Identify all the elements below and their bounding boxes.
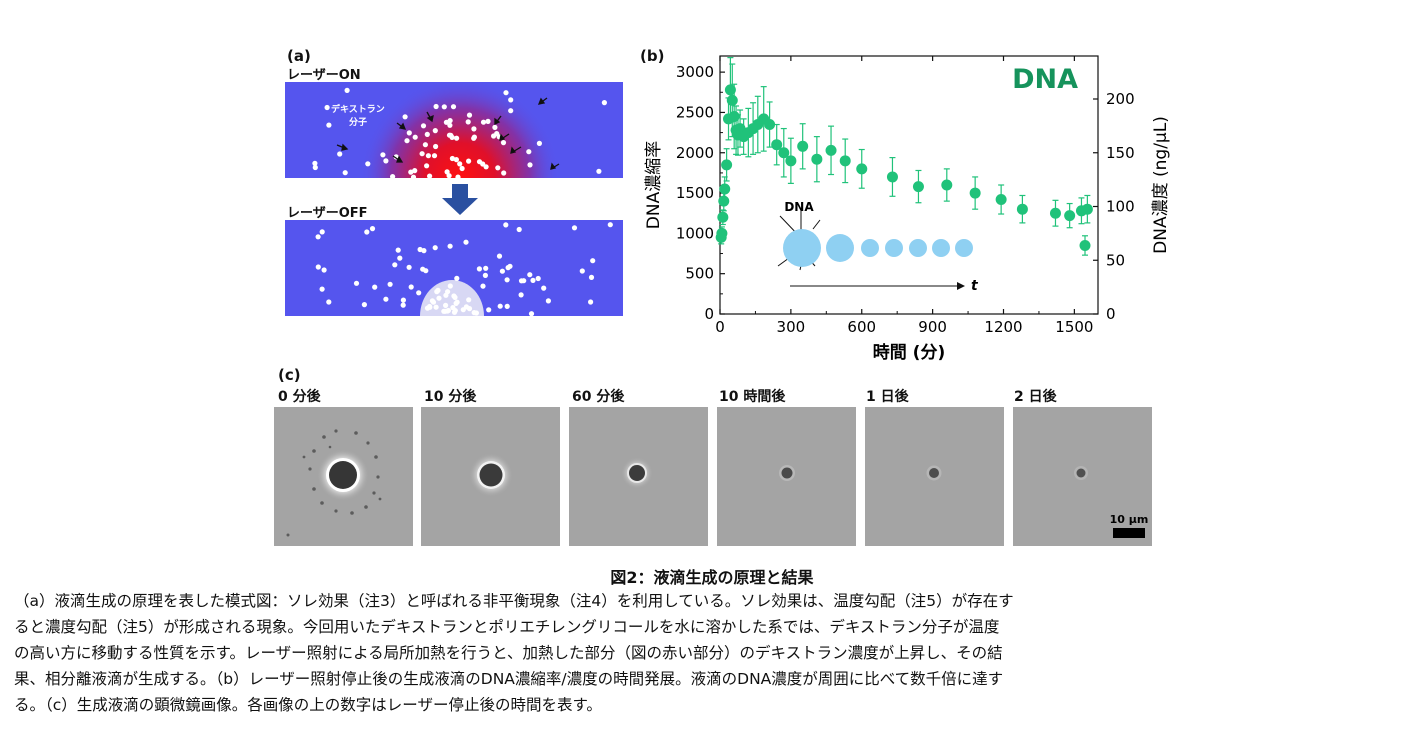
- caption-line: ると濃度勾配（注5）が形成される現象。今回用いたデキストランとポリエチレングリコ…: [14, 618, 1000, 636]
- x-tick-label: 900: [918, 318, 947, 336]
- data-point: [717, 211, 729, 223]
- micrograph-3: [717, 407, 856, 546]
- inset-droplet: [826, 234, 854, 262]
- data-point: [1049, 207, 1061, 219]
- data-point: [778, 147, 790, 159]
- data-point: [721, 159, 733, 171]
- micrograph-2: [569, 407, 708, 546]
- y-tick-label: 0: [704, 305, 714, 323]
- caption-line: る。（c）生成液滴の顕微鏡画像。各画像の上の数字はレーザー停止後の時間を表す。: [14, 696, 602, 714]
- x-tick-label: 0: [715, 318, 725, 336]
- micrograph-4: [865, 407, 1004, 546]
- laser-on-diagram: デキストラン 分子: [285, 82, 623, 178]
- y-tick-label: 2000: [676, 144, 714, 162]
- x-tick-label: 300: [777, 318, 806, 336]
- y-tick-label: 2500: [676, 103, 714, 121]
- data-point: [716, 227, 728, 239]
- x-axis-label: 時間 (分): [873, 342, 945, 363]
- inset-droplet: [932, 239, 950, 257]
- data-point: [726, 94, 738, 106]
- micro-label-2: 60 分後: [572, 389, 625, 405]
- data-point: [785, 155, 797, 167]
- micro-label-0: 0 分後: [278, 389, 321, 405]
- laser-off-label: レーザーOFF: [287, 206, 368, 221]
- y-tick-label: 3000: [676, 63, 714, 81]
- y-right-tick-label: 0: [1106, 305, 1116, 323]
- y-right-tick-label: 200: [1106, 90, 1135, 108]
- chart-title: DNA: [1012, 64, 1078, 95]
- micro-label-4: 1 日後: [866, 389, 909, 405]
- inset-droplets: [783, 229, 973, 267]
- data-point: [764, 119, 776, 131]
- panel-a-label: (a): [287, 47, 311, 65]
- micrograph-5: 10 μm: [1013, 407, 1152, 546]
- laser-off-diagram: [285, 220, 623, 316]
- y-tick-label: 500: [685, 265, 714, 283]
- x-tick-label: 1200: [984, 318, 1022, 336]
- data-point: [811, 153, 823, 165]
- data-point: [719, 183, 731, 195]
- micro-label-1: 10 分後: [424, 389, 477, 405]
- data-point: [995, 194, 1007, 206]
- data-point: [724, 84, 736, 96]
- data-point: [771, 139, 783, 151]
- data-point: [839, 155, 851, 167]
- inset-droplet: [885, 239, 903, 257]
- molecule-label-line2: 分子: [349, 116, 367, 128]
- caption-line: 果、相分離液滴が生成する。（b）レーザー照射停止後の生成液滴のDNA濃縮率/濃度…: [14, 670, 1004, 688]
- data-point: [797, 140, 809, 152]
- chart-inset: DNA t: [777, 200, 979, 294]
- y-tick-label: 1000: [676, 224, 714, 242]
- panel-c-label: (c): [278, 366, 301, 384]
- micro-label-3: 10 時間後: [719, 389, 786, 405]
- data-point: [1016, 203, 1028, 215]
- scale-bar: [1113, 528, 1145, 538]
- micro-label-5: 2 日後: [1014, 389, 1057, 405]
- inset-droplet: [909, 239, 927, 257]
- data-point: [825, 144, 837, 156]
- data-point: [886, 171, 898, 183]
- caption-line: の高い方に移動する性質を示す。レーザー照射による局所加熱を行うと、加熱した部分（…: [14, 644, 1003, 662]
- data-point: [1079, 239, 1091, 251]
- x-tick-label: 1500: [1055, 318, 1093, 336]
- data-point: [941, 179, 953, 191]
- data-point: [718, 195, 730, 207]
- dna-concentration-chart: 0 300 600 900 1200 15000500100015002000250030…: [644, 55, 1171, 363]
- scale-bar-label: 10 μm: [1110, 513, 1149, 526]
- y-axis-label: DNA濃縮率: [644, 141, 664, 229]
- laser-on-label: レーザーON: [287, 68, 361, 83]
- inset-droplet: [955, 239, 973, 257]
- inset-droplet: [783, 229, 821, 267]
- data-point: [969, 187, 981, 199]
- data-point: [728, 110, 740, 122]
- y-right-tick-label: 50: [1106, 251, 1125, 269]
- inset-time-label: t: [971, 278, 979, 294]
- down-arrow-icon: [442, 184, 478, 215]
- caption-line: （a）液滴生成の原理を表した模式図：ソレ効果（注3）と呼ばれる非平衡現象（注4）…: [14, 592, 1014, 610]
- molecule-label-line1: デキストラン: [331, 103, 385, 115]
- data-point: [912, 181, 924, 193]
- figure-title: 図2：液滴生成の原理と結果: [610, 568, 814, 587]
- figure-caption: （a）液滴生成の原理を表した模式図：ソレ効果（注3）と呼ばれる非平衡現象（注4）…: [14, 588, 1414, 718]
- y-right-tick-label: 100: [1106, 198, 1135, 216]
- panel-b-label: (b): [640, 47, 665, 65]
- micrograph-1: [421, 407, 560, 546]
- data-point: [1064, 210, 1076, 222]
- y-tick-label: 1500: [676, 184, 714, 202]
- data-point: [1081, 203, 1093, 215]
- inset-droplet: [861, 239, 879, 257]
- time-arrow-icon: [957, 282, 965, 290]
- inset-dna-label: DNA: [784, 200, 814, 214]
- y-right-tick-label: 150: [1106, 144, 1135, 162]
- x-tick-label: 600: [847, 318, 876, 336]
- micrograph-0: [274, 407, 413, 546]
- data-point: [856, 163, 868, 175]
- y-axis-right-label: DNA濃度 (ng/μL): [1151, 116, 1171, 254]
